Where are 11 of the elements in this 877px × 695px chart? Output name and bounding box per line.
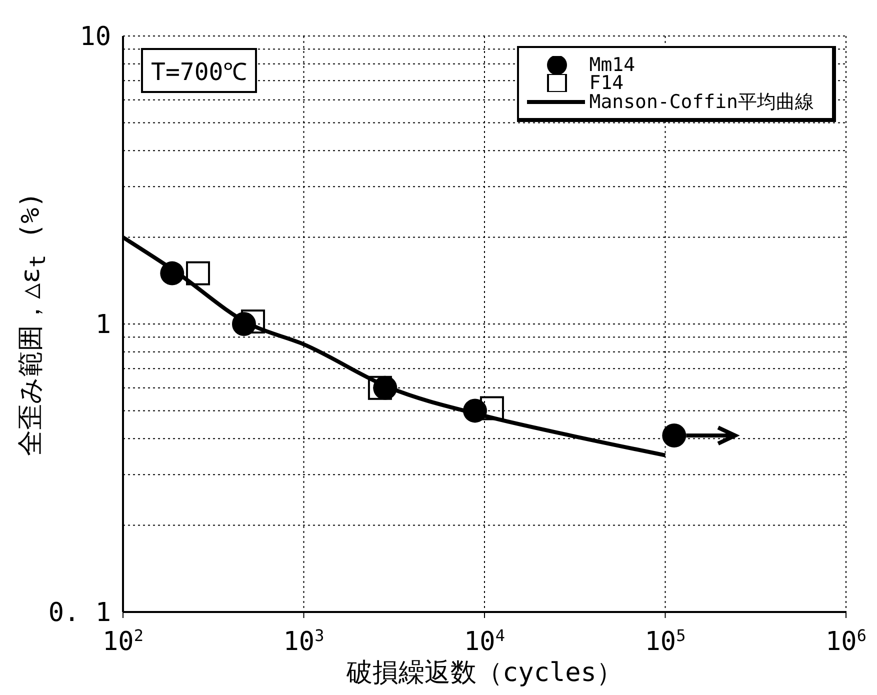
y-tick-label: 0. 1: [48, 598, 111, 628]
x-axis-title: 破損繰返数（cycles）: [346, 658, 622, 688]
x-tick-label: 10$^{6}$: [826, 626, 866, 657]
legend-label: Manson-Coffin平均曲線: [589, 91, 814, 113]
x-tick-label: 10$^{5}$: [644, 626, 686, 657]
x-tick-label: 10$^{2}$: [102, 626, 144, 657]
x-tick-label: 10$^{3}$: [283, 626, 324, 657]
y-tick-label: 10: [80, 22, 111, 52]
x-tick-label: 10$^{4}$: [464, 626, 505, 657]
annotation: T=700℃: [141, 48, 258, 93]
y-tick-label: 1: [95, 310, 111, 340]
